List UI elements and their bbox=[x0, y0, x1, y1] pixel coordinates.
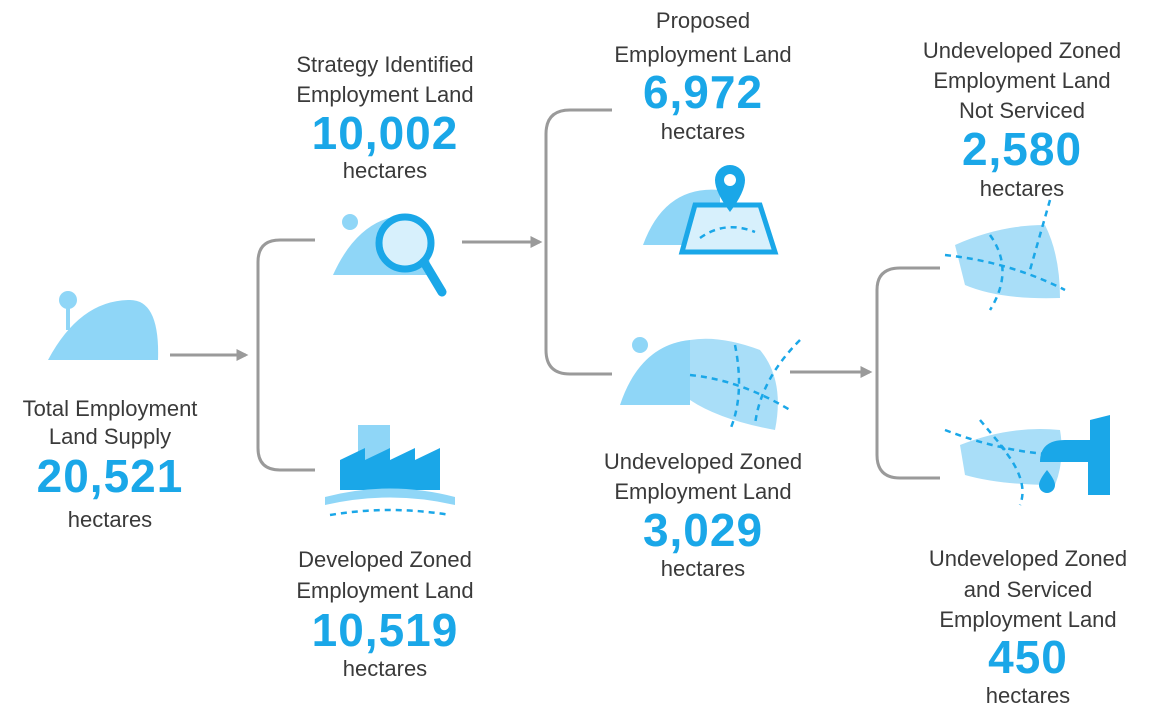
node-value: 20,521 bbox=[37, 450, 184, 502]
node-label: Employment Land bbox=[296, 578, 473, 603]
node-unit: hectares bbox=[661, 556, 745, 581]
node-unit: hectares bbox=[343, 158, 427, 183]
serviced-icon bbox=[945, 415, 1110, 505]
bracket bbox=[258, 240, 315, 470]
node-unit: hectares bbox=[661, 119, 745, 144]
bracket bbox=[877, 268, 940, 478]
node-label: Developed Zoned bbox=[298, 547, 472, 572]
node-value: 450 bbox=[988, 631, 1068, 683]
node-value: 10,519 bbox=[312, 604, 459, 656]
node-label: Employment Land bbox=[933, 68, 1110, 93]
node-label: and Serviced bbox=[964, 577, 1092, 602]
node-unit: hectares bbox=[986, 683, 1070, 708]
node-label: Employment Land bbox=[614, 42, 791, 67]
node-label: Employment Land bbox=[939, 607, 1116, 632]
connectors bbox=[170, 110, 940, 478]
zoned-icon bbox=[620, 337, 800, 430]
node-value: 3,029 bbox=[643, 504, 763, 556]
node-label: Undeveloped Zoned bbox=[929, 546, 1127, 571]
node-label: Proposed bbox=[656, 8, 750, 33]
diagram: Total Employment Land Supply20,521 hectare… bbox=[0, 0, 1149, 708]
factory-icon bbox=[325, 425, 455, 515]
node-label: Land Supply bbox=[49, 424, 171, 449]
node-label: Strategy Identified bbox=[296, 52, 473, 77]
node-label: Undeveloped Zoned bbox=[604, 449, 802, 474]
node-unit: hectares bbox=[343, 656, 427, 681]
node-unit: hectares bbox=[68, 507, 152, 532]
node-label: Not Serviced bbox=[959, 98, 1085, 123]
node-label: Employment Land bbox=[296, 82, 473, 107]
node-value: 10,002 bbox=[312, 107, 459, 159]
icons bbox=[48, 165, 1110, 515]
land-icon bbox=[48, 291, 158, 360]
node-unit: hectares bbox=[980, 176, 1064, 201]
node-label: Total Employment bbox=[23, 396, 198, 421]
map-icon bbox=[643, 165, 775, 252]
search-icon bbox=[333, 214, 442, 292]
node-label: Undeveloped Zoned bbox=[923, 38, 1121, 63]
node-value: 6,972 bbox=[643, 66, 763, 118]
not-serviced-icon bbox=[945, 200, 1065, 310]
node-value: 2,580 bbox=[962, 123, 1082, 175]
bracket bbox=[546, 110, 612, 374]
node-label: Employment Land bbox=[614, 479, 791, 504]
